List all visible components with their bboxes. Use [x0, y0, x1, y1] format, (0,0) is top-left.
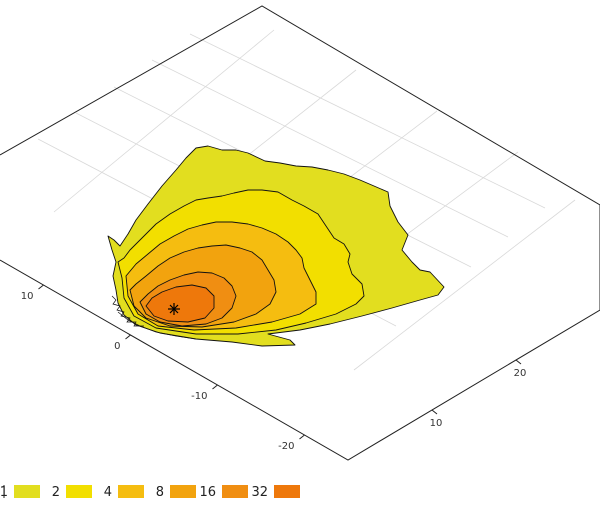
- legend-swatch: [66, 485, 92, 498]
- grid-line: [189, 33, 546, 209]
- legend: 1 2 4 8 16 32: [0, 485, 300, 500]
- contour-region-level-32: [145, 284, 215, 323]
- tick-mark: [38, 284, 44, 290]
- contour-edge-line: [117, 311, 197, 340]
- legend-label: 32: [251, 485, 268, 500]
- tick-mark: [125, 334, 131, 340]
- tick-label: -10: [191, 391, 207, 402]
- legend-swatch: [14, 485, 40, 498]
- tick-label: 10: [21, 291, 34, 302]
- contour-edge-line: [111, 295, 144, 327]
- grid-line: [151, 59, 509, 238]
- tick-mark: [212, 384, 218, 390]
- tick-label: 20: [514, 368, 527, 379]
- tick-label: -20: [278, 441, 294, 452]
- grid-line: [53, 29, 275, 213]
- tick-mark: [299, 434, 305, 440]
- source-marker-icon: [168, 303, 180, 315]
- grid-line: [353, 199, 576, 371]
- legend-swatch: [222, 485, 248, 498]
- plot-frame: [0, 5, 600, 461]
- tick-mark: [431, 409, 438, 415]
- tick-label: 0: [114, 341, 120, 352]
- legend-swatch: [170, 485, 196, 498]
- legend-swatch: [118, 485, 144, 498]
- tick-label: 10: [430, 418, 443, 429]
- contour-edge-noise: [111, 295, 197, 340]
- legend-label: 8: [156, 485, 164, 500]
- legend-swatch: [274, 485, 300, 498]
- legend-label: 16: [199, 485, 216, 500]
- legend-label: 2: [52, 485, 60, 500]
- tick-mark: [515, 359, 522, 365]
- legend-label: 4: [104, 485, 112, 500]
